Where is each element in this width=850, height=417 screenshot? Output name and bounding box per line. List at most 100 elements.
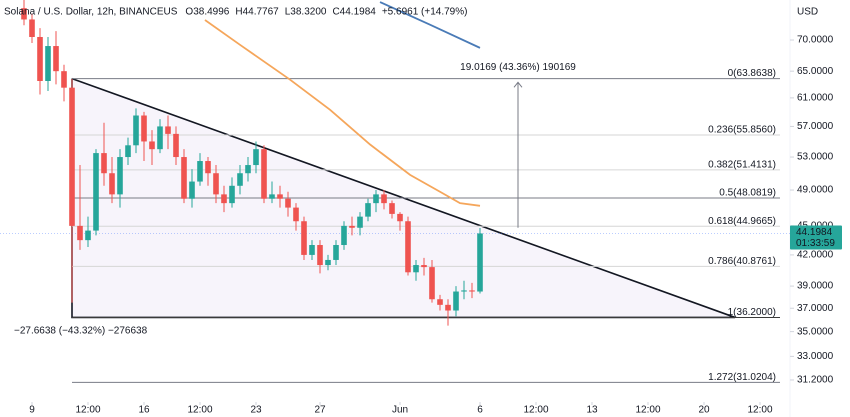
- candle-body: [277, 194, 283, 199]
- candle-body: [229, 185, 235, 204]
- y-tick-label: 53.0000: [797, 152, 834, 163]
- candle-body: [405, 221, 411, 273]
- y-tick-label: 31.2000: [797, 375, 834, 386]
- fib-label: 0.786(40.8761): [708, 256, 776, 267]
- x-tick-label: 12:00: [75, 405, 100, 416]
- x-tick-label: 20: [698, 405, 710, 416]
- x-tick-label: 12:00: [187, 405, 212, 416]
- fib-label: 1(36.2000): [728, 307, 776, 318]
- candle-body: [413, 265, 419, 273]
- candle-body: [349, 225, 355, 228]
- candle-body: [421, 265, 427, 268]
- candle-body: [325, 259, 331, 266]
- x-tick-label: 23: [250, 405, 262, 416]
- x-tick-label: 6: [477, 405, 483, 416]
- labels: Solana / U.S. Dollar, 12h, BINANCEUS O38.…: [4, 7, 842, 416]
- candle-body: [189, 181, 195, 199]
- candle-body: [445, 304, 451, 311]
- y-tick-label: 61.0000: [797, 93, 834, 104]
- y-tick-label: 39.0000: [797, 281, 834, 292]
- x-tick-label: 12:00: [635, 405, 660, 416]
- candle-body: [397, 213, 403, 222]
- candle-body: [37, 36, 43, 81]
- candle-body: [85, 230, 91, 241]
- candle-body: [197, 161, 203, 182]
- candle-body: [293, 207, 299, 222]
- candle-body: [101, 153, 107, 174]
- candle-body: [245, 165, 251, 174]
- y-tick-label: 37.0000: [797, 303, 834, 314]
- candle-body: [61, 71, 67, 88]
- candle-body: [389, 203, 395, 214]
- fib-label: 0.618(44.9665): [708, 216, 776, 227]
- x-tick-label: Jun: [392, 405, 408, 416]
- candle-body: [429, 267, 435, 300]
- candle-body: [181, 157, 187, 199]
- candle-body: [365, 203, 371, 217]
- candle-body: [149, 141, 155, 150]
- y-tick-label: 35.0000: [797, 326, 834, 337]
- y-tick-label: 70.0000: [797, 35, 834, 46]
- drawings: [0, 0, 791, 417]
- ohlc-value: O38.4996: [185, 7, 229, 18]
- countdown-label: 01:33:59: [796, 238, 835, 249]
- fib-label: 1.272(31.0204): [708, 372, 776, 383]
- fib-label: 0.5(48.0819): [719, 188, 776, 199]
- candle-body: [333, 245, 339, 260]
- x-tick-label: 9: [29, 405, 35, 416]
- candle-body: [301, 221, 307, 255]
- candle-body: [237, 173, 243, 186]
- y-tick-label: 49.0000: [797, 185, 834, 196]
- candle-body: [461, 290, 467, 292]
- x-tick-label: 12:00: [523, 405, 548, 416]
- candle-body: [477, 233, 483, 292]
- ohlc-value: H44.7767: [235, 7, 279, 18]
- candle-body: [165, 126, 171, 134]
- candle-body: [93, 153, 99, 231]
- x-tick-label: 13: [586, 405, 598, 416]
- y-tick-label: 42.0000: [797, 250, 834, 261]
- candle-body: [453, 291, 459, 311]
- moving-average: [204, 19, 481, 207]
- y-tick-label: 33.0000: [797, 351, 834, 362]
- currency-label: USD: [797, 7, 818, 18]
- moving-average: [379, 1, 481, 49]
- last-price-label: 44.1984: [796, 227, 833, 238]
- candle-body: [141, 115, 147, 142]
- fib-label: 0.236(55.8560): [708, 125, 776, 136]
- measure-label: 19.0169 (43.36%) 190169: [460, 62, 576, 73]
- candle-body: [205, 161, 211, 174]
- candle-body: [125, 145, 131, 158]
- candle-body: [133, 115, 139, 146]
- x-tick-label: 27: [314, 405, 326, 416]
- candle-body: [309, 245, 315, 255]
- ohlc-value: L38.3200: [285, 7, 327, 18]
- candle-body: [437, 299, 443, 305]
- last-price-tag: [790, 225, 842, 250]
- fib-label: 0(63.8638): [728, 68, 776, 79]
- candle-body: [261, 149, 267, 199]
- candle-body: [157, 126, 163, 150]
- candles: [21, 0, 483, 326]
- x-tick-label: 16: [138, 405, 150, 416]
- candle-body: [221, 194, 227, 204]
- candle-body: [173, 133, 179, 158]
- ohlc-value: +5.6961 (+14.79%): [382, 7, 468, 18]
- fib-label: 0.382(51.4131): [708, 159, 776, 170]
- candle-body: [21, 8, 27, 20]
- candle-body: [109, 173, 115, 195]
- candle-body: [53, 46, 59, 72]
- candle-body: [469, 290, 475, 292]
- candle-body: [69, 87, 75, 226]
- candle-body: [117, 157, 123, 195]
- candle-body: [357, 216, 363, 228]
- candle-body: [381, 194, 387, 204]
- candle-body: [269, 194, 275, 199]
- measure-down-label: −27.6638 (−43.32%) −276638: [14, 326, 148, 337]
- symbol-header: Solana / U.S. Dollar, 12h, BINANCEUS: [4, 7, 178, 18]
- candle-body: [317, 245, 323, 266]
- candle-body: [213, 173, 219, 195]
- candle-body: [253, 149, 259, 166]
